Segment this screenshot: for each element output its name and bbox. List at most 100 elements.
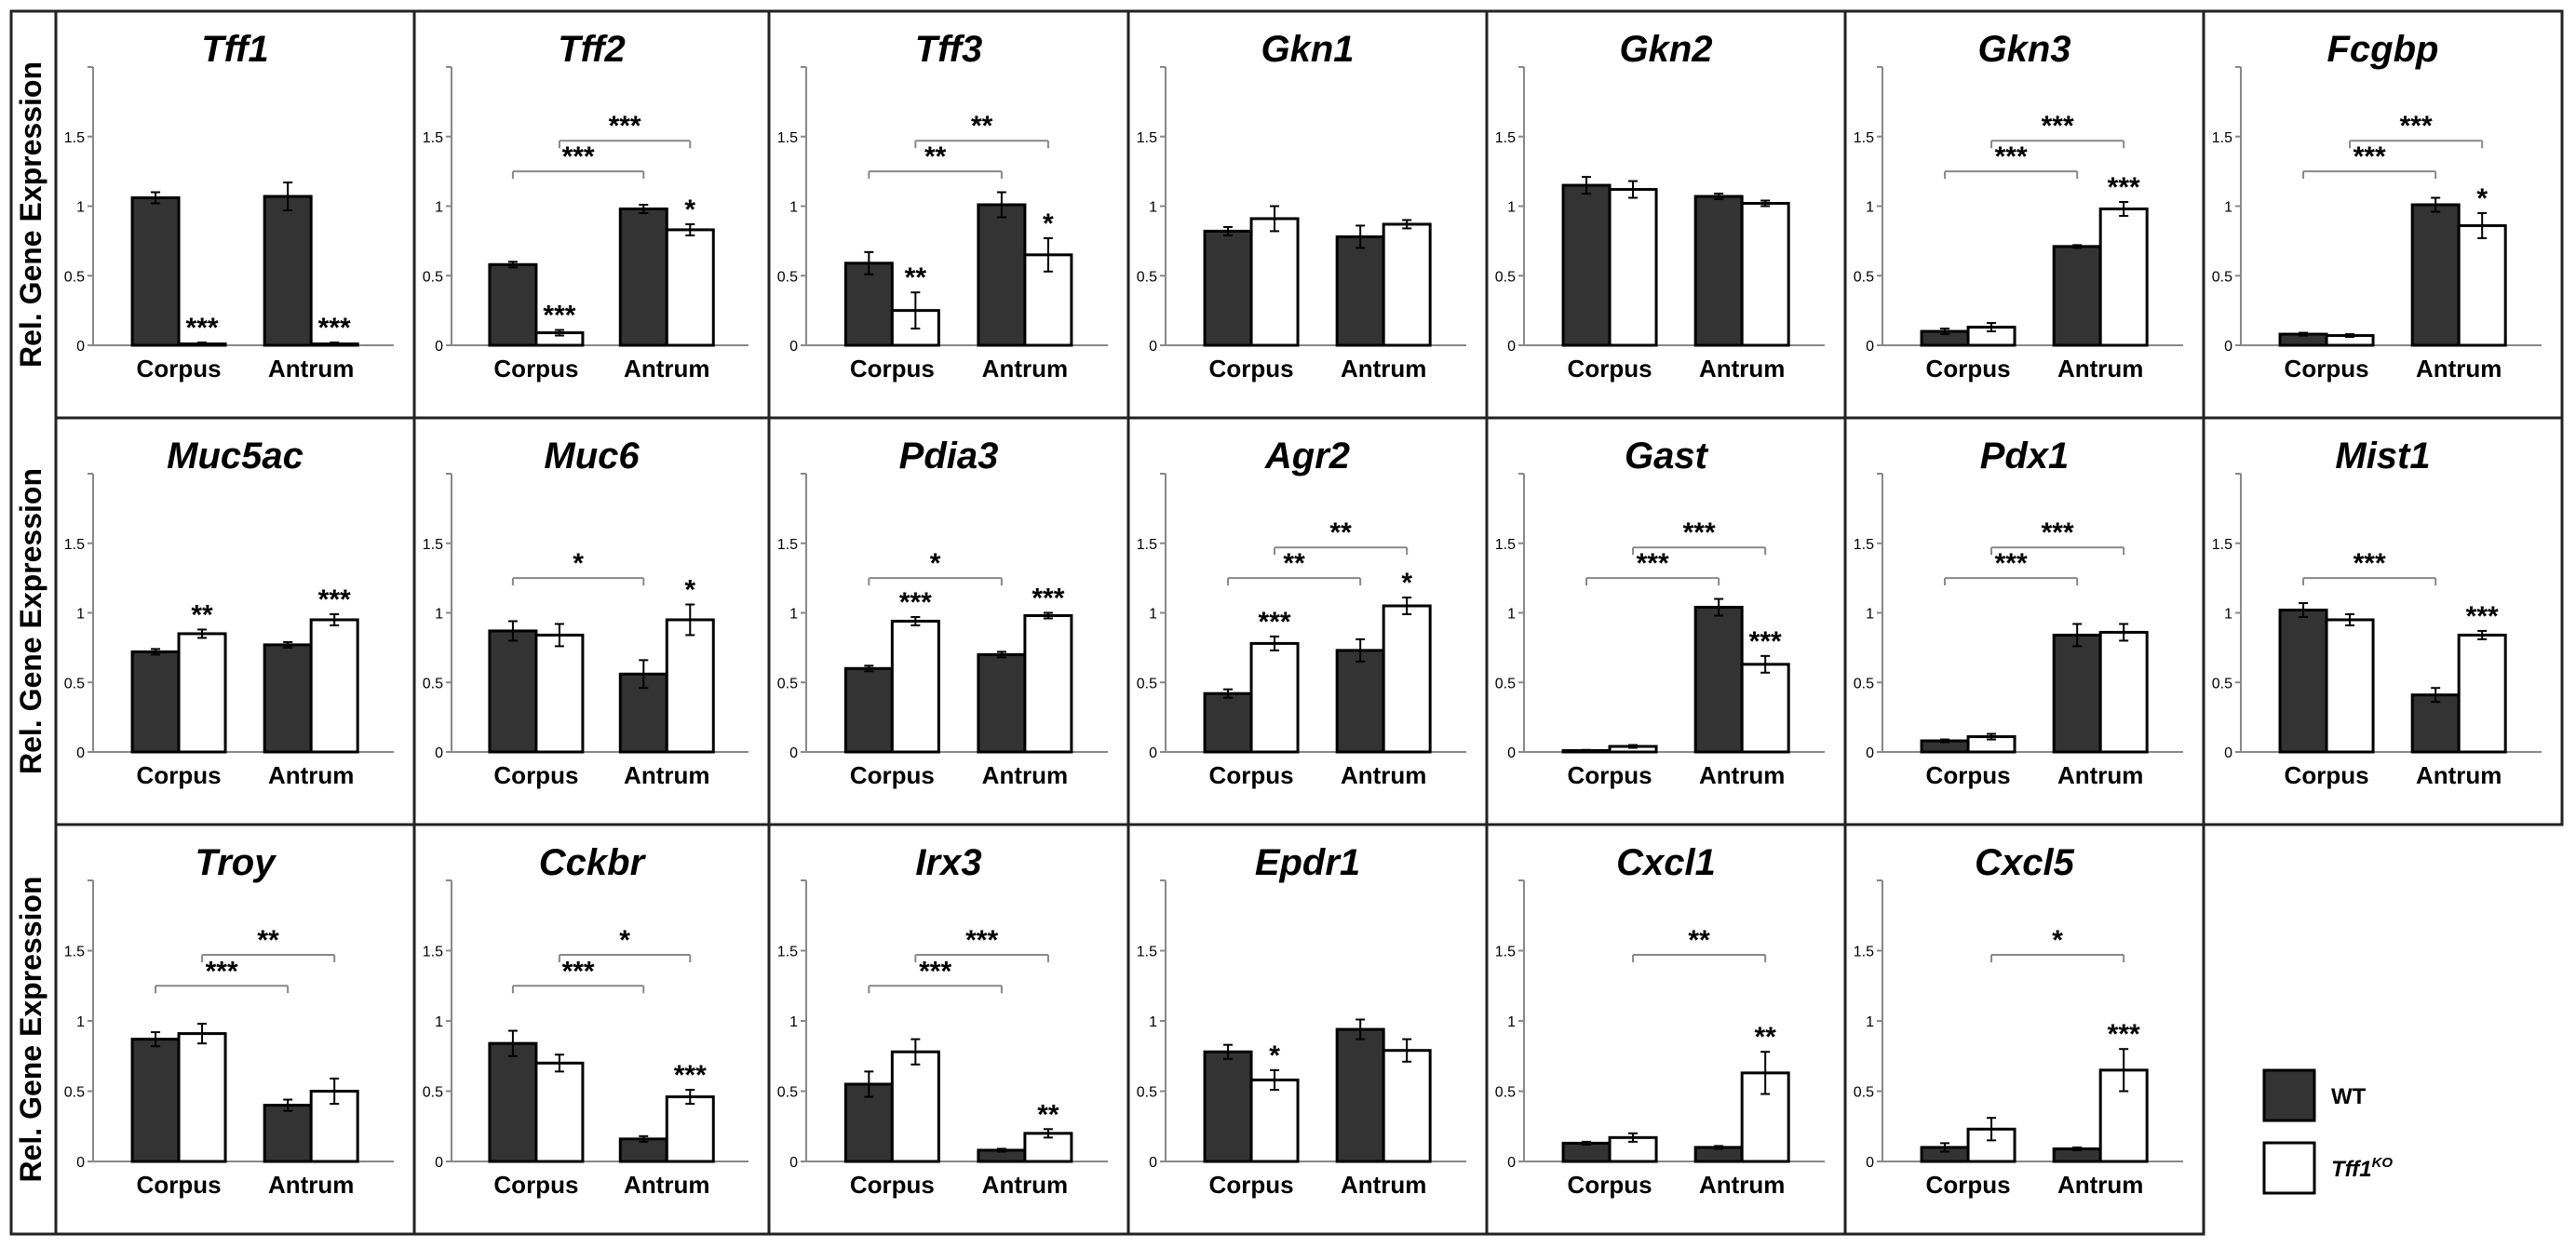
y-tick-label: 1.5 [2212,537,2232,553]
bracket-label: ** [924,141,947,172]
panel-title: Epdr1 [1255,842,1360,883]
bracket-label: *** [965,925,998,956]
bracket-label: *** [919,956,951,986]
y-tick-label: 1 [76,200,85,216]
y-axis-label: Rel. Gene Expression [14,876,47,1182]
y-tick-label: 0 [1507,1155,1516,1171]
significance-label: * [2476,183,2488,214]
significance-label: *** [899,587,932,618]
panel-title: Fcgbp [2327,29,2439,70]
y-tick-label: 0.5 [777,269,798,285]
y-tick-label: 0.5 [423,269,443,285]
category-label: Corpus [137,355,222,382]
category-label: Corpus [137,1171,222,1199]
category-label: Corpus [1209,355,1294,382]
bar [2278,609,2328,754]
significance-label: * [1401,568,1412,598]
y-tick-label: 0 [1866,1155,1874,1171]
y-tick-label: 0.5 [2212,676,2232,691]
category-label: Corpus [1568,1171,1652,1199]
bracket-label: *** [1683,517,1716,548]
panel-title: Mist1 [2335,436,2430,476]
legend-swatch [2262,1068,2316,1122]
y-tick-label: 1 [789,1014,798,1030]
panel-frame [1485,823,1847,1236]
category-label: Antrum [268,355,354,382]
bar [488,1041,538,1163]
bar [843,262,894,347]
y-tick-label: 1 [1149,1014,1157,1030]
significance-label: ** [1754,1022,1776,1053]
bar [177,632,227,754]
y-tick-label: 1 [789,200,798,216]
panel-title: Tff1 [201,29,269,70]
y-tick-label: 0.5 [1854,1085,1874,1101]
category-label: Antrum [1341,355,1426,382]
legend-swatch [2262,1141,2316,1195]
y-tick-label: 1.5 [64,945,85,960]
panel-frame [1843,823,2205,1236]
y-tick-label: 0.5 [1854,676,1874,691]
category-label: Corpus [2285,355,2369,382]
y-tick-label: 0.5 [777,676,798,691]
y-tick-label: 0.5 [64,1085,85,1101]
y-tick-label: 1 [435,607,443,623]
category-label: Antrum [624,1171,709,1199]
category-label: Antrum [2057,761,2143,789]
category-label: Corpus [850,761,935,789]
bar [1335,235,1385,347]
y-tick-label: 1.5 [777,537,798,553]
bar [1249,1078,1300,1163]
bar [1382,1049,1432,1163]
category-label: Corpus [1926,1171,2011,1199]
panel-title: Troy [196,842,277,883]
category-label: Corpus [1926,355,2011,382]
significance-label: *** [2466,601,2499,632]
y-tick-label: 0.5 [1495,676,1516,691]
panel-title: Agr2 [1264,436,1350,476]
panel-cxcl1: Cxcl1 0 0.5 1 1.5 Corpus Antrum ** ** [1485,823,1847,1236]
bar [534,1061,585,1163]
y-tick-label: 1.5 [2212,130,2232,146]
y-axis-label: Rel. Gene Expression [14,61,47,368]
y-tick-label: 1 [435,1014,443,1030]
bracket-label: * [573,548,584,579]
bracket-label: *** [1995,141,2028,172]
significance-label: *** [186,313,219,343]
panel-frame [412,823,771,1236]
bar [1249,217,1300,347]
category-label: Corpus [493,1171,578,1199]
y-tick-label: 1 [1149,607,1157,623]
category-label: Corpus [493,761,578,789]
significance-label: ** [1037,1099,1059,1130]
y-tick-label: 1 [1866,607,1874,623]
label-strip-frame [9,9,58,1236]
panel-tff1: Tff1 0 0.5 1 1.5 Corpus Antrum *** *** [54,9,416,420]
bracket-label: *** [562,141,595,172]
y-tick-label: 0 [789,339,798,355]
y-tick-label: 1.5 [1854,537,1874,553]
bar [309,618,359,754]
panel-frame [1126,823,1489,1236]
y-tick-label: 0 [2224,745,2232,761]
y-tick-label: 1 [1149,200,1157,216]
panel-title: Pdia3 [899,436,999,476]
y-tick-label: 0 [789,745,798,761]
bar [1693,195,1744,347]
panel-frame [2202,9,2564,420]
bar [488,629,538,754]
y-tick-label: 1 [76,1014,85,1030]
bracket-label: *** [562,956,595,986]
panel-title: Gkn1 [1261,29,1354,70]
category-label: Antrum [2416,355,2502,382]
panel-title: Cxcl1 [1616,842,1716,883]
panel-frame [1126,416,1489,826]
bar [665,1095,715,1163]
bracket-label: *** [609,111,641,141]
bar [1382,604,1432,754]
y-tick-label: 0.5 [423,1085,443,1101]
